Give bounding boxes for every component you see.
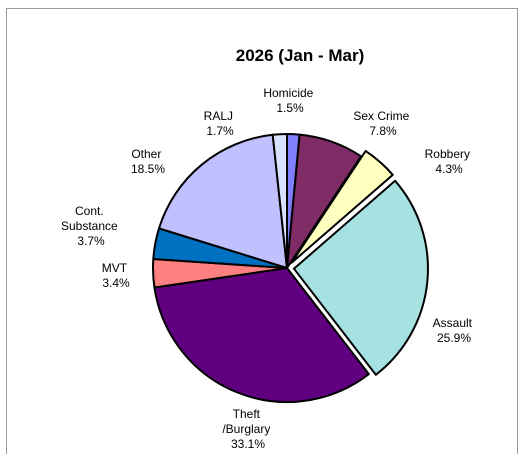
label-mvt-value: 3.4%	[102, 276, 130, 290]
label-robbery-name: Robbery	[425, 147, 470, 161]
label-assault: Assault 25.9%	[433, 316, 476, 345]
label-homicide-value: 1.5%	[276, 101, 304, 115]
chart-title: 2026 (Jan - Mar)	[236, 46, 365, 65]
pie-slice-other	[158, 133, 288, 269]
label-sex-crime-value: 7.8%	[369, 124, 397, 138]
label-ralj: RALJ 1.7%	[204, 109, 237, 138]
label-burglary-name: /Burglary	[222, 422, 270, 436]
label-theft-name: Theft	[233, 407, 261, 421]
pie-slice-ralj	[271, 133, 288, 269]
label-cont-name: Cont.	[75, 204, 104, 218]
label-assault-value: 25.9%	[437, 331, 471, 345]
label-ralj-value: 1.7%	[206, 124, 234, 138]
label-robbery: Robbery 4.3%	[425, 147, 474, 176]
pie-slice-assault	[292, 179, 429, 376]
label-assault-name: Assault	[433, 316, 473, 330]
label-other-value: 18.5%	[131, 162, 165, 176]
label-theft-burglary-value: 33.1%	[231, 437, 265, 451]
label-other: Other 18.5%	[131, 147, 165, 176]
label-cont-substance-value: 3.7%	[77, 234, 105, 248]
pie-slices	[152, 133, 429, 403]
pie-slice-theft-burglary	[153, 267, 370, 403]
label-mvt: MVT 3.4%	[102, 261, 130, 290]
label-robbery-value: 4.3%	[435, 162, 463, 176]
label-sex-crime-name: Sex Crime	[353, 109, 409, 123]
label-cont-substance: Cont. Substance 3.7%	[61, 204, 121, 248]
label-sex-crime: Sex Crime 7.8%	[353, 109, 412, 138]
label-other-name: Other	[131, 147, 161, 161]
pie-slice-robbery	[290, 150, 394, 264]
label-theft-burglary: Theft /Burglary 33.1%	[222, 407, 273, 451]
label-homicide-name: Homicide	[263, 86, 313, 100]
label-homicide: Homicide 1.5%	[263, 86, 316, 115]
label-mvt-name: MVT	[102, 261, 128, 275]
label-ralj-name: RALJ	[204, 109, 233, 123]
label-substance-name: Substance	[61, 219, 118, 233]
